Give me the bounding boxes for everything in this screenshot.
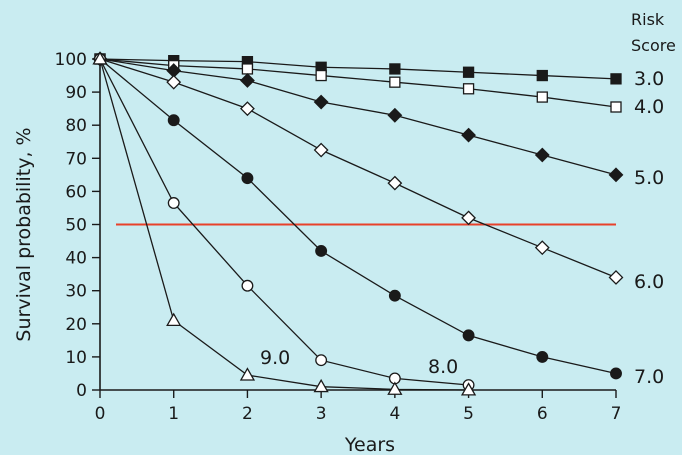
y-tick-label: 80 — [65, 116, 87, 136]
y-tick-label: 100 — [55, 50, 87, 70]
series-9-0 — [92, 51, 477, 396]
data-point — [315, 354, 328, 367]
series-label-3-0: 3.0 — [634, 68, 664, 90]
series-label-9-0: 9.0 — [260, 347, 290, 369]
axes — [92, 58, 617, 398]
data-point — [388, 289, 401, 302]
data-point — [462, 66, 475, 78]
series-line — [99, 58, 469, 386]
data-point — [92, 51, 108, 65]
x-tick-label: 2 — [242, 404, 253, 424]
y-tick-label: 20 — [65, 315, 87, 335]
series-7-0 — [94, 53, 622, 380]
data-point — [313, 378, 329, 393]
data-point — [610, 73, 622, 85]
x-tick-label: 1 — [168, 404, 179, 424]
data-point — [534, 240, 550, 256]
series-labels: 3.0 4.0 5.0 6.0 7.0 8.0 9.0 — [260, 68, 664, 388]
data-point — [313, 94, 329, 110]
data-point — [167, 197, 180, 209]
data-point — [608, 270, 624, 285]
data-point — [462, 83, 475, 95]
legend-title-score: Score — [631, 36, 676, 55]
data-point — [387, 175, 403, 191]
data-point — [167, 114, 180, 127]
series-line — [99, 58, 469, 391]
series-group — [92, 51, 624, 396]
series-label-5-0: 5.0 — [634, 167, 664, 189]
data-point — [461, 210, 476, 226]
data-point — [241, 172, 254, 185]
y-tick-label: 90 — [65, 83, 87, 103]
data-point — [462, 329, 475, 342]
y-axis-title: Survival probability, % — [13, 127, 35, 341]
data-point — [536, 91, 548, 103]
data-point — [610, 101, 622, 113]
series-8-0 — [94, 53, 475, 391]
y-tick-label: 40 — [65, 249, 87, 269]
data-point — [610, 367, 622, 380]
data-point — [387, 107, 403, 123]
series-label-8-0: 8.0 — [428, 356, 458, 378]
data-point — [241, 63, 254, 75]
y-tick-label: 10 — [65, 348, 87, 368]
data-point — [536, 350, 549, 363]
y-tick-label: 30 — [65, 282, 87, 302]
x-tick-labels: 0 1 2 3 4 5 6 7 — [95, 404, 622, 424]
data-point — [241, 279, 254, 292]
data-point — [460, 382, 477, 396]
series-line — [99, 58, 617, 80]
series-line — [99, 58, 617, 176]
x-axis-title: Years — [344, 434, 395, 455]
x-tick-label: 6 — [537, 404, 548, 424]
data-point — [461, 127, 476, 143]
data-point — [315, 245, 328, 257]
data-point — [166, 312, 182, 327]
data-point — [534, 147, 550, 163]
y-tick-label: 0 — [76, 381, 87, 401]
data-point — [387, 381, 403, 395]
data-point — [240, 73, 255, 88]
data-point — [389, 76, 401, 88]
series-label-6-0: 6.0 — [634, 271, 664, 293]
series-line — [99, 58, 617, 279]
y-tick-label-reference: 50 — [65, 216, 87, 236]
x-tick-label: 0 — [95, 404, 106, 424]
y-tick-labels: 0 10 20 30 40 50 60 70 80 90 100 — [55, 50, 87, 401]
x-tick-label: 5 — [463, 404, 474, 424]
x-tick-label: 7 — [611, 404, 622, 424]
x-tick-label: 3 — [316, 404, 327, 424]
y-tick-label: 70 — [65, 149, 87, 169]
data-point — [240, 101, 255, 117]
x-tick-label: 4 — [389, 404, 400, 424]
data-point — [536, 69, 548, 82]
y-tick-label: 60 — [65, 182, 87, 202]
series-label-7-0: 7.0 — [634, 366, 664, 388]
series-line — [99, 58, 617, 108]
data-point — [608, 167, 624, 183]
series-label-4-0: 4.0 — [634, 96, 664, 118]
data-point — [315, 69, 327, 82]
legend-title-risk: Risk — [631, 10, 665, 29]
data-point — [239, 367, 256, 381]
data-point — [166, 74, 182, 90]
series-6-0 — [92, 51, 624, 285]
data-point — [313, 142, 329, 158]
series-line — [99, 58, 617, 375]
data-point — [389, 63, 401, 75]
series-5-0 — [92, 51, 624, 183]
